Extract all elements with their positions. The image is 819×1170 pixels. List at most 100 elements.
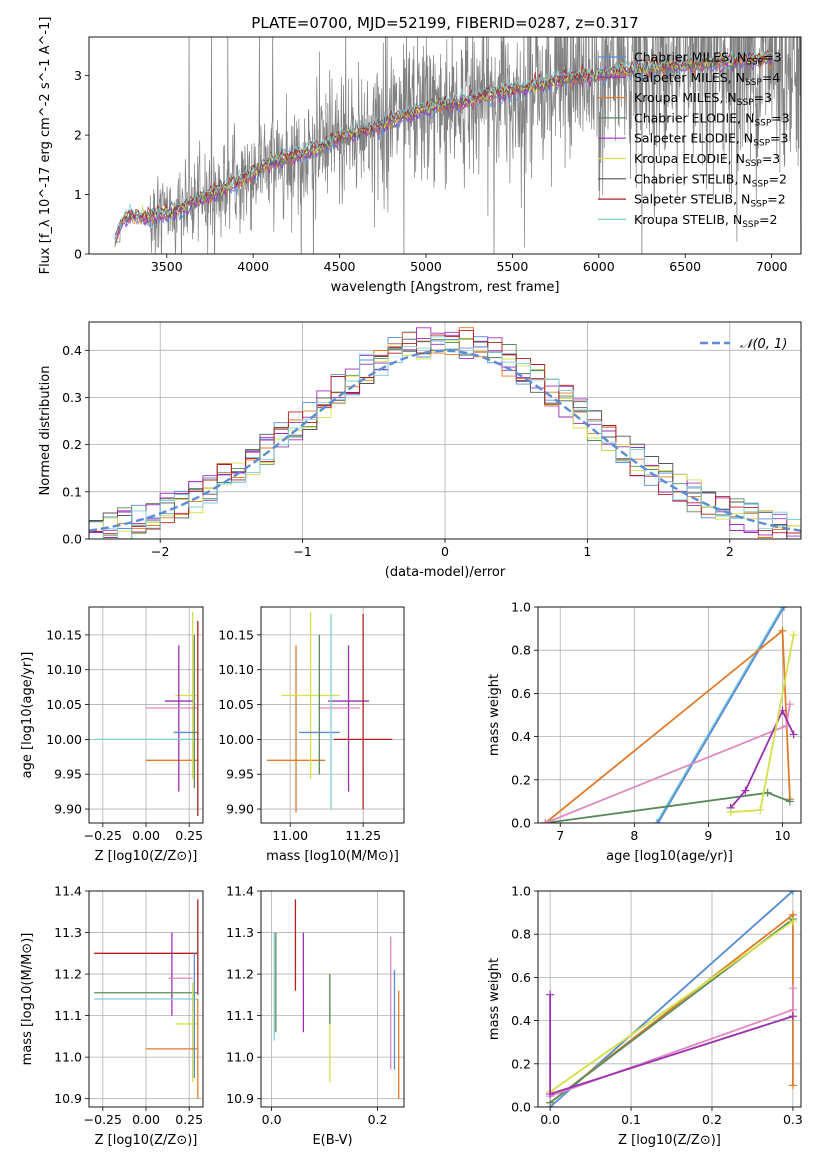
x-tick-label: 6000 [583, 259, 615, 274]
y-axis-label: age [log10(age/yr)] [20, 652, 35, 779]
mass-weight-marker [726, 808, 735, 817]
x-tick-label: 0.0 [540, 1112, 560, 1127]
x-tick-label: 0.25 [175, 1112, 203, 1127]
y-tick-label: 0.1 [62, 484, 82, 499]
y-tick-label: 10.15 [218, 627, 254, 642]
y-tick-label: 11.1 [226, 1008, 254, 1023]
y-tick-label: 11.1 [54, 1008, 82, 1023]
mass-weight-marker [763, 788, 772, 797]
axes-frame [537, 890, 802, 1108]
gaussian-curve [89, 349, 801, 532]
x-tick-label: 0.3 [783, 1112, 803, 1127]
x-tick-label: 0.00 [132, 828, 160, 843]
mass-weight-marker [788, 1081, 797, 1090]
mass-weight-marker [541, 819, 550, 823]
mass-weight-marker [789, 631, 798, 640]
x-tick-label: 2 [726, 544, 734, 559]
y-tick-label: 2 [74, 128, 82, 143]
x-axis-label: age [log10(age/yr)] [606, 849, 733, 864]
y-tick-label: 0.4 [511, 1013, 531, 1028]
panel-age_vs_mass: 11.00 11.25 9.90 9.95 10.00 10.05 10.10 10.15 ma… [218, 606, 405, 864]
plot-area [538, 891, 801, 1107]
plot-area [114, 37, 801, 254]
figure-title: PLATE=0700, MJD=52199, FIBERID=0287, z=0… [251, 14, 638, 32]
y-tick-label: 0.2 [511, 1056, 531, 1071]
y-tick-label: 0.4 [62, 343, 82, 358]
y-tick-label: 11.3 [54, 925, 82, 940]
y-tick-label: 9.95 [226, 767, 254, 782]
x-tick-label: −0.25 [84, 1112, 122, 1127]
x-tick-label: 6500 [669, 259, 701, 274]
panel-age_vs_Z: −0.25 0.00 0.25 9.90 9.95 10.00 10.05 10.10 10.1… [20, 606, 204, 864]
y-tick-label: 10.00 [46, 732, 82, 747]
y-tick-label: 11.4 [54, 884, 82, 899]
y-tick-label: 10.10 [218, 662, 254, 677]
x-axis-label: mass [log10(M/M⊙)] [266, 849, 399, 864]
y-tick-label: 0.2 [511, 772, 531, 787]
x-tick-label: 5500 [496, 259, 528, 274]
mass-weight-marker [546, 990, 555, 999]
plot-area [89, 607, 203, 823]
x-tick-label: 7 [556, 828, 564, 843]
x-tick-label: 0.0 [262, 1112, 282, 1127]
residual-histogram [89, 336, 801, 539]
y-tick-label: 0.2 [62, 437, 82, 452]
y-axis-label: Flux [f_λ 10^-17 erg cm^-2 s^-1 A^-1] [38, 17, 53, 275]
y-tick-label: 0.3 [62, 390, 82, 405]
mass-weight-marker [788, 891, 797, 895]
plot-area [89, 322, 801, 539]
y-axis-label: mass weight [487, 674, 502, 756]
x-tick-label: 0.2 [702, 1112, 722, 1127]
mass-weight-marker [778, 626, 787, 635]
x-tick-label: 10 [775, 828, 791, 843]
x-tick-label: 8 [630, 828, 638, 843]
data-point-errorbar [165, 645, 193, 792]
legend-entry: 𝒩(0, 1) [740, 337, 787, 352]
y-tick-label: 10.9 [226, 1091, 254, 1106]
legend-entry: Salpeter MILES, NSSP=4 [634, 70, 780, 88]
data-point-errorbar [281, 611, 340, 780]
y-tick-label: 11.2 [226, 967, 254, 982]
mass-weight-line [549, 988, 794, 1098]
y-tick-label: 0.8 [511, 643, 531, 658]
model-spectrum-line [114, 55, 772, 247]
axes-frame [88, 36, 802, 255]
y-tick-label: 0.4 [511, 729, 531, 744]
mass-weight-line [549, 920, 794, 1093]
y-tick-label: 3 [74, 68, 82, 83]
mass-weight-marker [785, 700, 794, 709]
model-spectrum-line [114, 51, 772, 240]
panel-spectrum: 3500 4000 4500 5000 5500 6000 6500 7000 0 1 2 3 wave… [38, 17, 802, 295]
x-tick-label: 4500 [324, 259, 356, 274]
residual-histogram [89, 330, 801, 539]
legend-entry: Kroupa ELODIE, NSSP=3 [634, 151, 780, 169]
y-tick-label: 10.00 [218, 732, 254, 747]
legend-entry: Salpeter ELODIE, NSSP=3 [634, 131, 788, 149]
x-tick-label: −2 [151, 544, 169, 559]
mass-weight-marker [546, 1090, 555, 1099]
legend-entry: Salpeter STELIB, NSSP=2 [634, 192, 786, 210]
y-tick-label: 0.0 [511, 1100, 531, 1115]
y-axis-label: mass weight [487, 958, 502, 1040]
mass-weight-line [657, 607, 785, 823]
panel-massweight_vs_Z: 0.0 0.1 0.2 0.3 0.0 0.2 0.4 0.6 0.8 1.0 Z [log10(Z… [487, 884, 803, 1149]
axes-frame [88, 606, 204, 824]
mass-weight-marker [654, 819, 663, 823]
y-tick-label: 10.15 [46, 627, 82, 642]
x-axis-label: Z [log10(Z/Z⊙)] [95, 849, 198, 864]
x-tick-label: 0 [441, 544, 449, 559]
x-axis-label: wavelength [Angstrom, rest frame] [331, 280, 560, 295]
panel-mass_vs_Z: −0.25 0.00 0.25 10.9 11.0 11.1 11.2 11.3 11.4 Z [… [20, 884, 204, 1148]
y-tick-label: 0.0 [62, 532, 82, 547]
x-tick-label: 5000 [410, 259, 442, 274]
mass-weight-marker [788, 917, 797, 926]
panel-massweight_vs_age: 7 8 9 10 0.0 0.2 0.4 0.6 0.8 1.0 age [log10(age/yr… [487, 600, 802, 864]
data-point-errorbar [328, 645, 369, 792]
x-tick-label: 0.00 [132, 1112, 160, 1127]
y-axis-label: Normed distribution [38, 366, 53, 496]
mass-weight-marker [788, 984, 797, 993]
y-tick-label: 0.0 [511, 816, 531, 831]
panel-mass_vs_EBV: 0.0 0.2 10.9 11.0 11.1 11.2 11.3 11.4 E(B-V) [226, 884, 405, 1148]
y-tick-label: 11.4 [226, 884, 254, 899]
legend-entry: Chabrier MILES, NSSP=3 [634, 50, 782, 68]
